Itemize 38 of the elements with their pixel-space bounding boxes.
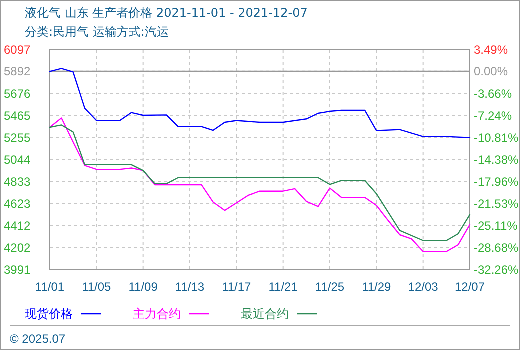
y-tick-label: 5676 — [4, 86, 32, 101]
y2-tick-label: -10.81% — [474, 131, 520, 145]
y-tick-label: 5465 — [4, 109, 32, 124]
x-tick-label: 11/17 — [222, 280, 252, 294]
text: © 2025.07 — [10, 332, 66, 346]
x-tick-label: 11/01 — [35, 280, 65, 294]
y2-tick-label: -28.68% — [474, 240, 520, 255]
y2-tick-label: -17.96% — [474, 175, 520, 189]
x-tick-label: 12/07 — [454, 280, 486, 294]
y-tick-label: 4833 — [4, 175, 32, 190]
x-tick-label: 11/21 — [268, 280, 298, 294]
y-tick-label: 4623 — [4, 196, 32, 211]
y-tick-label: 5892 — [4, 64, 32, 78]
x-tick-label: 11/13 — [175, 280, 205, 294]
legend-label: 最近合约 — [241, 307, 289, 321]
legend-label: 主力合约 — [133, 307, 181, 321]
y-tick-label: 5255 — [4, 130, 32, 145]
x-tick-label: 11/29 — [362, 280, 392, 294]
y2-tick-label: 0.00% — [474, 64, 508, 78]
y-tick-label: 3991 — [4, 263, 32, 277]
y2-tick-label: -21.53% — [474, 196, 520, 211]
chart-subtitle: 分类:民用气 运输方式:汽运 — [25, 25, 169, 39]
y2-tick-label: -14.38% — [474, 152, 520, 167]
y-tick-label: 6097 — [4, 43, 32, 57]
x-tick-label: 11/09 — [128, 280, 158, 294]
y2-tick-label: -25.11% — [474, 219, 518, 233]
y2-tick-label: -7.24% — [474, 109, 512, 124]
x-tick-label: 12/03 — [408, 280, 439, 294]
y2-tick-label: -32.26% — [474, 263, 520, 277]
chart-title: 液化气 山东 生产者价格 2021-11-01 - 2021-12-07 — [25, 6, 308, 20]
x-tick-label: 11/25 — [315, 280, 345, 294]
legend-label: 现货价格 — [25, 307, 73, 321]
y-tick-label: 4412 — [4, 219, 32, 234]
y2-tick-label: 3.49% — [474, 43, 508, 57]
x-tick-label: 11/05 — [82, 280, 112, 294]
y2-tick-label: -3.66% — [474, 87, 512, 101]
y-tick-label: 4202 — [4, 240, 32, 255]
y-tick-label: 5044 — [4, 153, 32, 167]
